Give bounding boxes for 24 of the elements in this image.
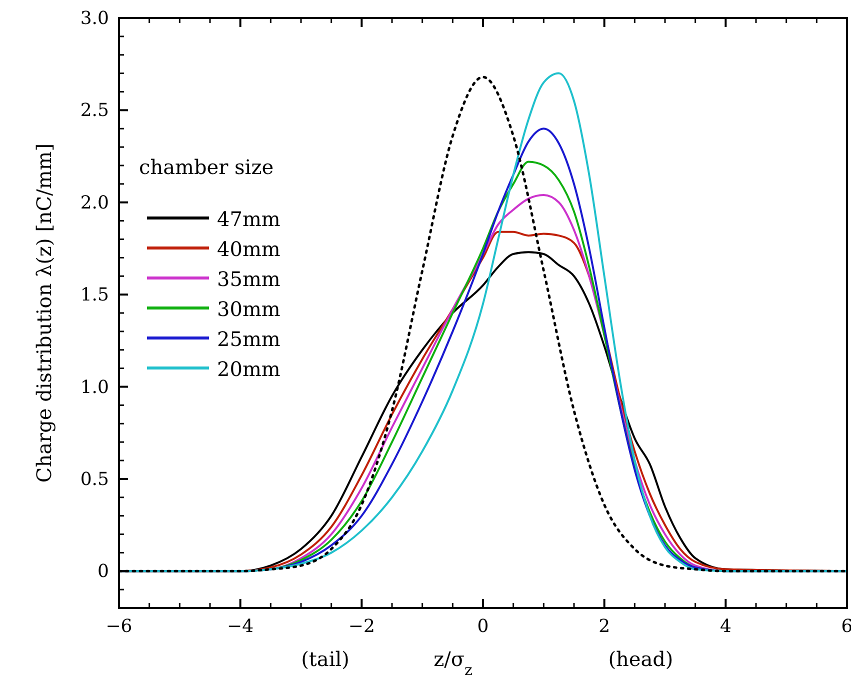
y-tick-label: 0 [98,561,109,582]
y-tick-label: 3.0 [80,8,109,29]
y-tick-label: 2.5 [80,100,109,122]
y-tick-label: 1.0 [80,376,109,398]
x-tick-label: −4 [227,616,254,637]
x-tick-label: 4 [720,616,732,637]
text: (head) [608,647,674,671]
x-tick-label: −2 [348,616,375,637]
legend-label: 47mm [217,207,280,231]
x-tick-label: 2 [598,616,610,637]
legend-label: 20mm [217,357,280,381]
x-tick-label: 0 [477,616,489,637]
legend-label: 40mm [217,237,280,261]
x-tick-label: −6 [106,616,132,637]
y-tick-label: 1.5 [80,284,109,306]
y-axis-title: Charge distribution λ(z) [nC/mm] [32,143,56,483]
legend-title: chamber size [139,155,274,179]
legend-label: 30mm [217,297,280,321]
legend-label: 25mm [217,327,280,351]
text: (tail) [301,647,350,671]
y-tick-label: 0.5 [80,468,109,490]
y-tick-label: 2.0 [80,192,109,214]
legend-label: 35mm [217,267,280,291]
x-axis-title: z/σ$_{z}$ [434,647,473,679]
